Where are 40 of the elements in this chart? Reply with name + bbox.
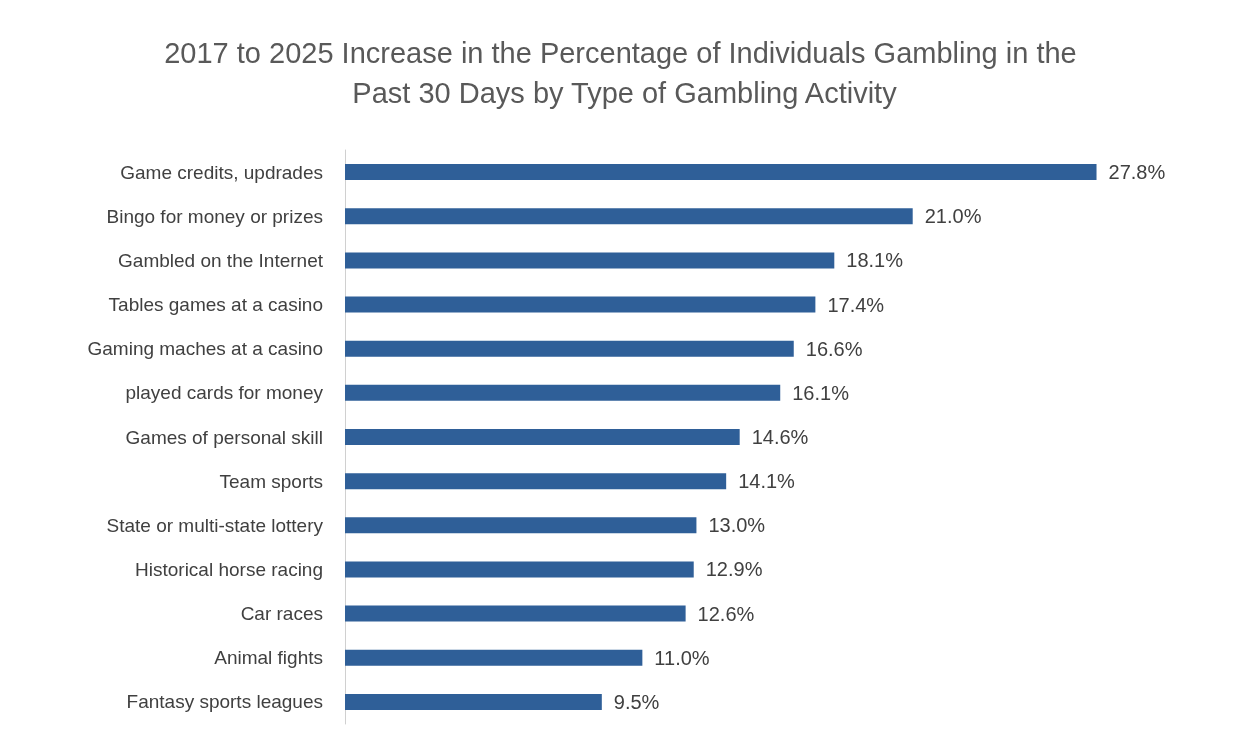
data-label: 11.0% (654, 646, 710, 669)
y-tick-label: played cards for money (125, 382, 324, 404)
y-tick-label: Car races (240, 603, 323, 625)
data-label: 16.1% (792, 381, 850, 404)
data-label: 16.6% (805, 337, 863, 360)
y-tick-label: Historical horse racing (135, 558, 323, 580)
data-label: 14.6% (751, 426, 809, 448)
y-tick-label: Fantasy sports leagues (126, 691, 323, 713)
data-label: 9.5% (613, 690, 660, 713)
chart-title: 2017 to 2025 Increase in the Percentage of Individuals Gambling in the Past 30 Days by Type of Gambling Activity (164, 37, 1085, 109)
data-label: 17.4% (827, 293, 885, 316)
bar (345, 693, 602, 710)
bar (345, 164, 1097, 181)
y-tick-label: Bingo for money or prizes (106, 205, 323, 227)
bar (345, 340, 794, 357)
y-tick-label: Games of personal skill (125, 426, 323, 448)
y-tick-label: Tables games at a casino (108, 294, 323, 316)
bar (345, 252, 835, 269)
bar (345, 208, 913, 225)
y-tick-label: Gaming maches at a casino (87, 338, 323, 360)
bar (345, 473, 727, 490)
bar (345, 561, 694, 578)
data-label: 21.0% (924, 205, 982, 228)
data-label: 27.8% (1108, 161, 1166, 184)
y-tick-label: Team sports (219, 470, 323, 492)
y-tick-label: Animal fights (214, 647, 323, 669)
data-label: 12.6% (697, 602, 755, 625)
bar (345, 429, 740, 445)
data-label: 13.0% (708, 514, 766, 537)
y-tick-label: State or multi-state lottery (106, 514, 324, 536)
data-label: 18.1% (846, 249, 904, 272)
y-tick-label: Game credits, updrades (120, 161, 323, 183)
y-tick-label: Gambled on the Internet (118, 249, 324, 271)
data-label: 14.1% (738, 470, 796, 493)
bar (345, 296, 816, 313)
bar (345, 649, 643, 666)
bar (345, 605, 686, 622)
bar (345, 384, 781, 401)
bar (345, 517, 697, 534)
data-label: 12.9% (705, 558, 763, 581)
